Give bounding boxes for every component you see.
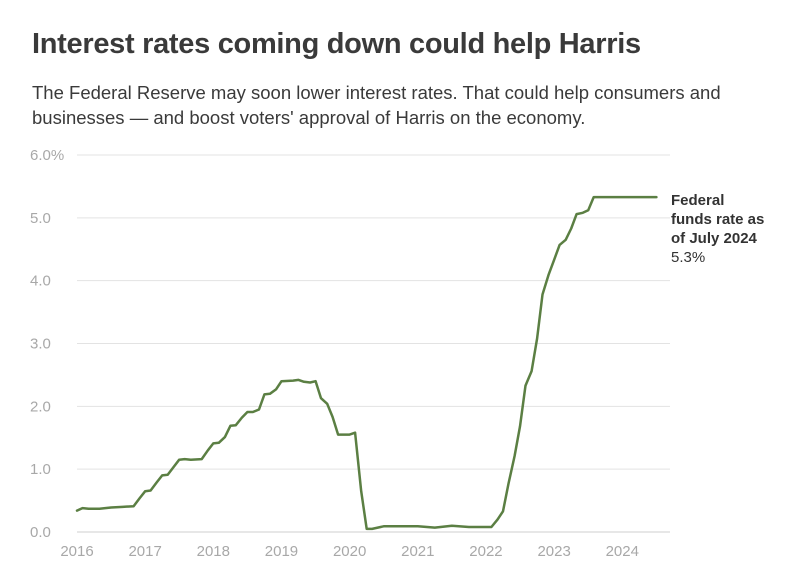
annotation-label-line: Federal [671, 192, 724, 209]
x-tick-label: 2024 [606, 543, 639, 560]
annotation-label-line: funds rate as [671, 211, 764, 228]
annotation-value: 5.3% [671, 249, 705, 266]
y-tick-label: 1.0 [30, 461, 51, 478]
x-tick-label: 2018 [197, 543, 230, 560]
y-tick-label: 2.0 [30, 398, 51, 415]
y-tick-label: 3.0 [30, 336, 51, 353]
y-tick-label: 5.0 [30, 210, 51, 227]
chart-subtitle: The Federal Reserve may soon lower inter… [32, 82, 721, 128]
x-tick-label: 2023 [537, 543, 570, 560]
annotation-label-line: of July 2024 [671, 230, 758, 247]
fed-funds-rate-line [75, 195, 658, 531]
x-tick-label: 2019 [265, 543, 298, 560]
y-tick-label: 4.0 [30, 273, 51, 290]
x-tick-label: 2016 [60, 543, 93, 560]
x-tick-label: 2022 [469, 543, 502, 560]
x-tick-label: 2017 [128, 543, 161, 560]
y-tick-label: 0.0 [30, 524, 51, 541]
y-tick-label: 6.0% [30, 147, 64, 164]
chart-title: Interest rates coming down could help Ha… [32, 28, 641, 60]
x-tick-label: 2020 [333, 543, 366, 560]
x-tick-label: 2021 [401, 543, 434, 560]
